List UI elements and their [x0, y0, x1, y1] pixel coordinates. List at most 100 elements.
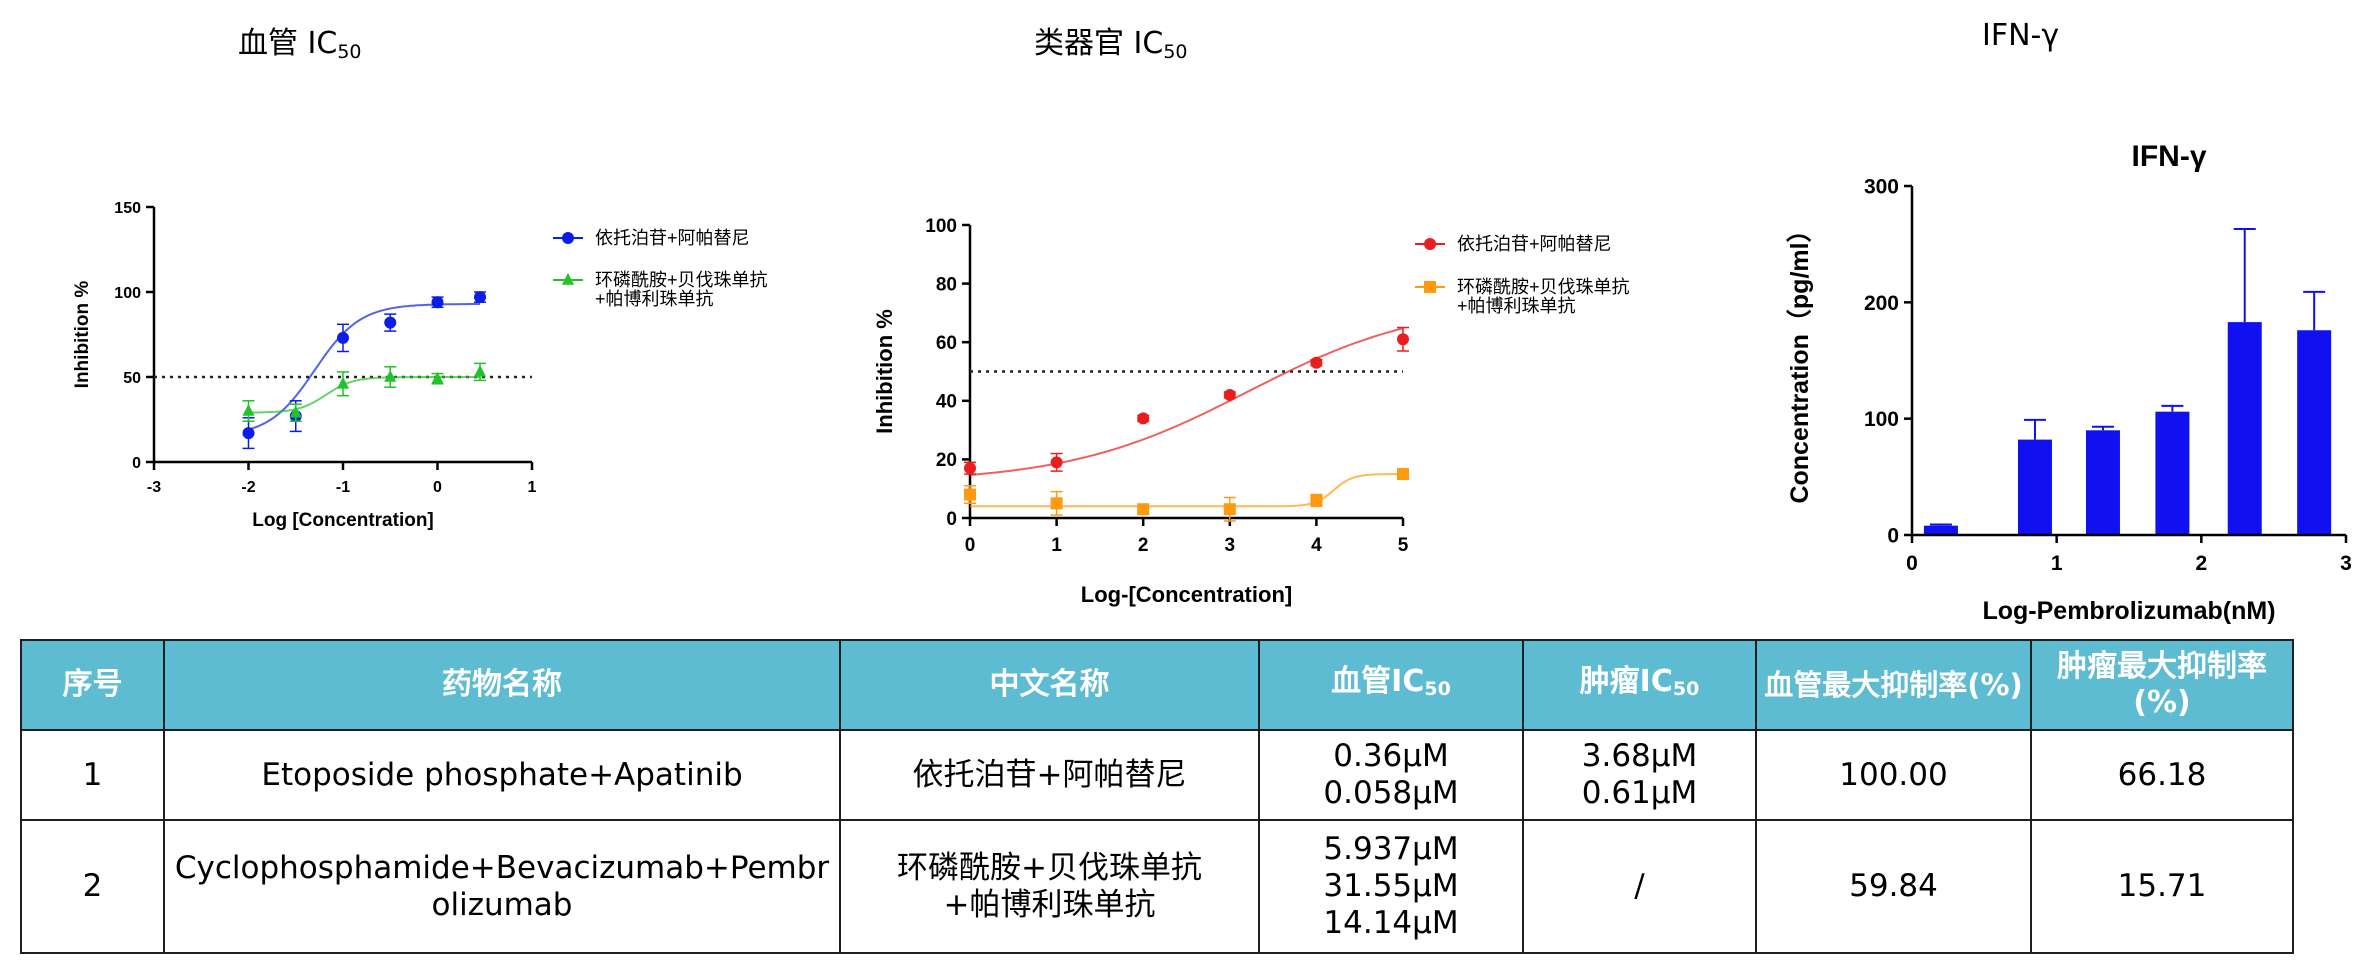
data-point-square	[1397, 468, 1409, 481]
fit-curve	[248, 376, 480, 414]
y-tick-label: 80	[936, 274, 957, 295]
results-table: 序号 药物名称 中文名称 血管IC50 肿瘤IC50 血管最大抑制率(%) 肿瘤…	[20, 639, 2294, 954]
data-point-square	[1310, 494, 1323, 507]
cell-drug-name: Cyclophosphamide+Bevacizumab+Pembrolizum…	[163, 819, 841, 954]
y-tick-label: 100	[925, 216, 957, 237]
y-tick-label: 200	[1864, 292, 1899, 315]
y-tick-label: 100	[114, 285, 141, 302]
data-point-triangle	[242, 404, 255, 416]
cell-vessel-max: 100.00	[1755, 729, 2032, 821]
bar	[2297, 330, 2332, 535]
data-point-circle	[474, 291, 487, 304]
data-point-circle	[1424, 238, 1436, 250]
x-axis-label: Log [Concentration]	[252, 510, 434, 531]
data-point-circle	[337, 331, 349, 344]
data-point-square	[1137, 503, 1150, 516]
cell-tumor-max: 15.71	[2030, 819, 2294, 954]
ifn-gamma-bar-chart: IFN-γ 0 1 2 3 0 100 200 300 Log-Pembrolizumab(nM)…	[1785, 140, 2352, 625]
x-tick-label: 0	[433, 479, 442, 496]
data-point-circle	[384, 316, 397, 329]
legend-label: 环磷酰胺+贝伐珠单抗	[595, 270, 768, 290]
y-tick-label: 20	[936, 450, 957, 471]
x-axis-label: Log-Pembrolizumab(nM)	[1982, 597, 2275, 625]
data-point-circle	[242, 427, 255, 440]
header-vessel-ic50: 血管IC50	[1258, 639, 1524, 731]
bar	[1923, 525, 1958, 535]
cell-vessel-ic50: 0.36μM 0.058μM	[1258, 729, 1524, 821]
y-tick-label: 100	[1864, 408, 1899, 431]
vessel-inhibition-chart: -3 -2 -1 0 1 0 50 100 150 Log [Concentration] Inhi…	[72, 200, 768, 531]
chart-title: IFN-γ	[2132, 140, 2207, 173]
data-point-circle	[562, 232, 574, 244]
data-point-triangle	[562, 273, 574, 285]
bar	[2155, 411, 2190, 535]
header-tumor-ic50: 肿瘤IC50	[1522, 639, 1757, 731]
x-tick-label: -3	[147, 479, 161, 496]
vessel-ic50-title: 血管 IC50	[238, 26, 362, 63]
legend-label: +帕博利珠单抗	[1457, 296, 1576, 316]
legend-label: 环磷酰胺+贝伐珠单抗	[1457, 277, 1630, 297]
cell-tumor-max: 66.18	[2030, 729, 2294, 821]
data-point-circle	[1137, 412, 1150, 425]
x-tick-label: -2	[241, 479, 255, 496]
header-drug-name: 药物名称	[163, 639, 841, 731]
data-point-square	[1050, 497, 1063, 510]
y-tick-label: 0	[1887, 525, 1899, 548]
data-point-circle	[1397, 333, 1409, 346]
cell-tumor-ic50: 3.68μM 0.61μM	[1522, 729, 1757, 821]
x-tick-label: 4	[1311, 535, 1322, 556]
legend-label: +帕博利珠单抗	[595, 289, 714, 309]
bar	[2085, 430, 2120, 535]
y-tick-label: 150	[114, 200, 141, 217]
legend-label: 依托泊苷+阿帕替尼	[1457, 234, 1612, 254]
cell-cn-name: 环磷酰胺+贝伐珠单抗 +帕博利珠单抗	[839, 819, 1260, 954]
y-axis-label: Inhibition %	[72, 281, 93, 389]
x-tick-label: 1	[528, 479, 537, 496]
header-tumor-max-inhibition: 肿瘤最大抑制率(%)	[2030, 639, 2294, 731]
cell-index: 2	[20, 819, 165, 954]
header-cn-name: 中文名称	[839, 639, 1260, 731]
y-tick-label: 50	[123, 370, 141, 387]
y-tick-label: 40	[936, 392, 957, 413]
x-tick-label: 0	[965, 535, 976, 556]
ifn-gamma-title: IFN-γ	[1982, 18, 2060, 53]
x-tick-label: 2	[2195, 552, 2207, 575]
table-header-row: 序号 药物名称 中文名称 血管IC50 肿瘤IC50 血管最大抑制率(%) 肿瘤…	[20, 639, 2294, 731]
y-tick-label: 0	[946, 509, 957, 530]
data-point-triangle	[474, 364, 487, 377]
x-tick-label: 1	[2051, 552, 2063, 575]
organoid-inhibition-chart: 0 1 2 3 4 5 0 20 40 60 80 100 Log-[Concentration] Inh…	[872, 216, 1630, 607]
header-index: 序号	[20, 639, 165, 731]
x-tick-label: 2	[1138, 535, 1149, 556]
data-point-triangle	[384, 370, 397, 382]
x-axis-label: Log-[Concentration]	[1081, 582, 1292, 607]
cell-vessel-max: 59.84	[1755, 819, 2032, 954]
x-tick-label: 0	[1906, 552, 1918, 575]
cell-tumor-ic50: /	[1522, 819, 1757, 954]
bar	[2227, 322, 2262, 535]
x-tick-label: 3	[2340, 552, 2352, 575]
data-point-circle	[1310, 356, 1323, 369]
cell-drug-name: Etoposide phosphate+Apatinib	[163, 729, 841, 821]
x-tick-label: 3	[1225, 535, 1236, 556]
data-point-circle	[431, 296, 444, 309]
data-point-square	[1223, 503, 1236, 516]
table-row: 1 Etoposide phosphate+Apatinib 依托泊苷+阿帕替尼…	[20, 729, 2294, 821]
organoid-ic50-title: 类器官 IC50	[1034, 26, 1188, 63]
x-tick-label: -1	[336, 479, 350, 496]
fit-curve	[970, 473, 1403, 508]
y-tick-label: 300	[1864, 176, 1899, 199]
y-tick-label: 60	[936, 333, 957, 354]
data-point-circle	[1223, 388, 1236, 401]
data-point-triangle	[337, 376, 349, 389]
x-tick-label: 1	[1051, 535, 1062, 556]
header-vessel-max-inhibition: 血管最大抑制率(%)	[1755, 639, 2032, 731]
fit-curve	[969, 327, 1404, 476]
cell-cn-name: 依托泊苷+阿帕替尼	[839, 729, 1260, 821]
data-point-triangle	[289, 405, 302, 418]
data-point-circle	[964, 462, 976, 475]
cell-index: 1	[20, 729, 165, 821]
data-point-circle	[1050, 456, 1063, 469]
y-tick-label: 0	[132, 455, 141, 472]
legend-label: 依托泊苷+阿帕替尼	[595, 228, 750, 248]
